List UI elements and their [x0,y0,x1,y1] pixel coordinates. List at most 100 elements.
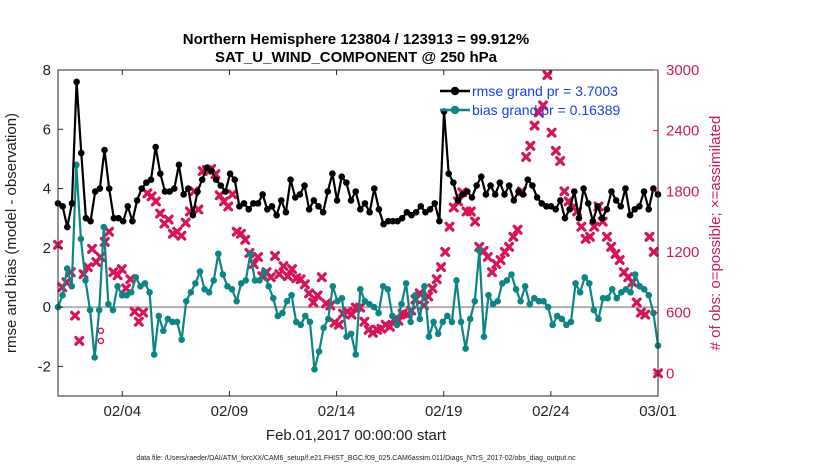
bias-point [118,291,126,299]
rmse-point [282,208,290,216]
rmse-point [68,200,76,207]
legend-bias-marker [450,105,460,115]
obs-assimilated-point [240,234,251,245]
obs-assimilated-point [550,145,561,156]
rmse-point [129,217,136,225]
bias-point [302,312,309,320]
obs-assimilated-point [631,297,642,308]
obs-assimilated-point [444,221,455,232]
obs-assimilated-point [304,288,315,299]
rmse-point [496,179,504,186]
obs-assimilated-point [253,252,263,263]
rmse-point [287,176,294,183]
rmse-point [147,176,155,183]
obs-assimilated-point [508,231,519,242]
obs-assimilated-point [640,309,651,320]
y-right-tick-label: 3000 [666,62,699,79]
obs-assimilated-point [525,140,536,151]
obs-assimilated-point [87,243,98,254]
bias-point [114,283,121,290]
bias-point [640,286,648,293]
obs-assimilated-point [495,255,506,266]
rmse-point [450,179,457,186]
obs-assimilated-point [614,255,625,266]
obs-assimilated-point [606,241,617,252]
bias-point [595,315,602,323]
rmse-point [347,197,355,204]
bias-point [63,265,71,272]
rmse-point [566,205,573,213]
obs-assimilated-point [163,214,174,225]
obs-assimilated-point [308,297,319,308]
bias-point [645,291,653,299]
bias-point [471,297,479,305]
bias-point [572,280,579,287]
obs-assimilated-point [555,155,566,166]
obs-assimilated-point [559,186,570,197]
bias-point [146,288,153,296]
bias-point [627,288,634,296]
bias-point [150,351,158,358]
bias-point [613,294,621,302]
rmse-point [375,205,383,213]
rmse-point [468,194,476,201]
rmse-point [310,197,318,204]
bias-point [421,283,428,290]
bias-point [173,318,181,326]
bias-point [457,318,465,326]
rmse-point [487,182,494,189]
bias-point [297,321,305,329]
obs-assimilated-point [521,151,532,162]
bias-point [476,247,483,255]
rmse-point [431,200,439,207]
obs-assimilated-point [138,307,149,318]
rmse-point [357,205,364,213]
rmse-point [240,200,248,207]
x-tick-label: 02/24 [532,403,570,420]
rmse-point [510,197,518,204]
bias-point [68,283,76,290]
bias-point [581,274,589,281]
bias-point [265,283,272,290]
obs-assimilated-point [278,261,289,272]
bias-point [182,297,190,305]
rmse-point [594,203,601,210]
rmse-point [501,191,508,198]
obs-assimilated-point [193,204,204,215]
obs-assimilated-point [333,319,344,330]
y-right-tick-label: 0 [666,365,674,382]
obs-assimilated-point [465,206,476,217]
rmse-point [198,176,206,183]
bias-point [109,306,117,314]
obs-assimilated-point [487,267,498,278]
bias-point [549,321,556,329]
obs-assimilated-point [299,279,310,290]
bias-point [466,315,474,323]
bias-point [315,348,323,355]
bias-point [251,277,259,284]
bias-point [512,286,520,293]
bias-point [95,306,103,314]
x-tick-label: 02/09 [211,403,249,420]
bias-point [205,288,213,296]
rmse-point [445,170,452,178]
bias-point [59,291,66,299]
rmse-point [622,185,629,192]
bias-point [283,297,291,305]
bias-point [228,286,236,293]
bias-point [535,297,543,305]
bias-point [544,303,552,311]
x-tick-label: 02/19 [425,403,463,420]
bias-point [604,294,611,302]
rmse-point [170,185,178,192]
obs-assimilated-point [270,250,281,261]
bias-point [269,294,277,302]
rmse-point [305,205,313,213]
rmse-point [59,203,66,210]
rmse-point [557,197,564,204]
y-tick-label: 8 [43,62,51,79]
rmse-point [417,203,425,210]
bias-point [444,312,451,320]
obs-assimilated-point [601,231,612,242]
